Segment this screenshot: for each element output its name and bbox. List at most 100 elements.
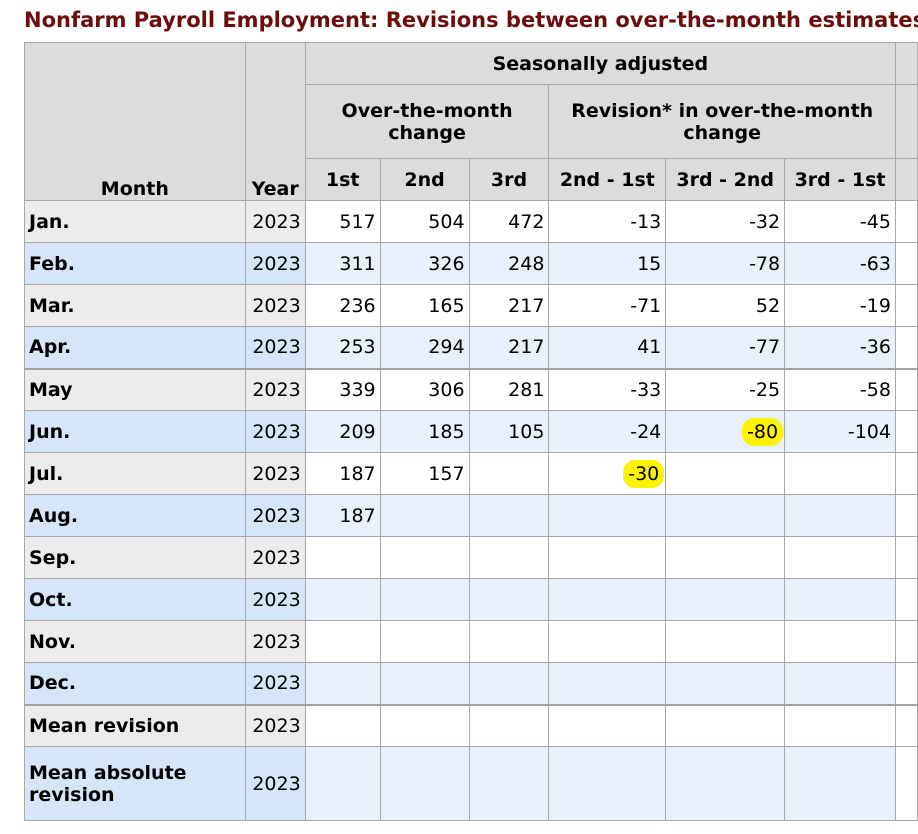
value-cell-rev32 [665,494,786,537]
table-row: Mar. 2023 236 165 217 -71 52 -19 [24,284,918,327]
revision-header: Revision* in over-the-month change [548,84,896,159]
col-3rd-1st-header: 3rd - 1st [784,158,896,201]
value-cell-first [304,746,381,821]
value-cell-third [468,703,550,747]
value-cell-rev21: -33 [548,367,667,411]
value-cell-first: 236 [304,284,381,327]
table-body: Jan. 2023 517 504 472 -13 -32 -45 Feb. 2023 311 326… [24,200,918,821]
edge-cell [894,158,918,201]
value-cell-third [468,494,550,537]
month-cell: Mean absolute revision [24,746,246,821]
value-cell-rev32: -78 [665,242,786,285]
value-cell-rev31 [784,746,896,821]
year-cell: 2023 [244,703,306,747]
value-cell-third: 217 [468,326,550,369]
edge-cell [894,284,918,327]
edge-cell [894,367,918,411]
year-cell: 2023 [244,200,306,243]
value-cell-third: 281 [468,367,550,411]
value-cell-rev21 [548,620,667,663]
value-cell-rev21: -71 [548,284,667,327]
value-cell-rev32: -77 [665,326,786,369]
year-cell: 2023 [244,494,306,537]
table-row: Apr. 2023 253 294 217 41 -77 -36 [24,326,918,369]
value-cell-rev31: -104 [784,410,896,453]
value-cell-first: 311 [304,242,381,285]
month-cell: Nov. [24,620,246,663]
edge-cell [894,620,918,663]
value-cell-first [304,703,381,747]
value-cell-rev32: -32 [665,200,786,243]
value-cell-rev21: -30 [548,452,667,495]
value-cell-rev21: 41 [548,326,667,369]
table-row: Mean revision 2023 [24,703,918,747]
col-3rd-header: 3rd [468,158,550,201]
value-cell-second [379,703,470,747]
edge-cell [894,703,918,747]
otm-change-header: Over-the-month change [304,84,550,159]
value-cell-third [468,662,550,705]
table-row: Jul. 2023 187 157 -30 [24,452,918,495]
value-cell-rev31: -19 [784,284,896,327]
edge-cell [894,84,918,159]
col-1st-header: 1st [304,158,381,201]
month-cell: Jul. [24,452,246,495]
value-cell-first [304,620,381,663]
seasonally-adjusted-header: Seasonally adjusted [304,42,896,85]
value-cell-second [379,494,470,537]
col-2nd-header: 2nd [379,158,470,201]
value-cell-rev32 [665,452,786,495]
edge-cell [894,326,918,369]
edge-cell [894,42,918,85]
value-cell-first: 339 [304,367,381,411]
value-cell-rev21 [548,536,667,579]
value-cell-third: 105 [468,410,550,453]
value-cell-third: 472 [468,200,550,243]
month-cell: Jun. [24,410,246,453]
year-cell: 2023 [244,284,306,327]
value-cell-third [468,452,550,495]
table-row: Feb. 2023 311 326 248 15 -78 -63 [24,242,918,285]
table-row: Nov. 2023 [24,620,918,663]
table-row: Sep. 2023 [24,536,918,579]
value-cell-third [468,620,550,663]
value-cell-first: 187 [304,494,381,537]
edge-cell [894,410,918,453]
value-cell-rev32: -25 [665,367,786,411]
table-row: Oct. 2023 [24,578,918,621]
value-cell-rev21: -24 [548,410,667,453]
value-cell-third [468,578,550,621]
year-cell: 2023 [244,410,306,453]
table-row: Jan. 2023 517 504 472 -13 -32 -45 [24,200,918,243]
highlighted-value: -30 [626,462,662,485]
value-cell-rev32 [665,703,786,747]
value-cell-second [379,662,470,705]
value-cell-rev21 [548,703,667,747]
month-header: Month [24,42,246,201]
year-cell: 2023 [244,452,306,495]
value-cell-rev21 [548,578,667,621]
month-cell: Dec. [24,662,246,705]
month-cell: Mar. [24,284,246,327]
value-cell-rev31 [784,536,896,579]
value-cell-first: 209 [304,410,381,453]
table-row: Jun. 2023 209 185 105 -24 -80 -104 [24,410,918,453]
value-cell-rev31 [784,452,896,495]
year-cell: 2023 [244,536,306,579]
page-title: Nonfarm Payroll Employment: Revisions be… [24,8,918,32]
value-cell-rev31: -58 [784,367,896,411]
edge-cell [894,452,918,495]
value-cell-rev31 [784,494,896,537]
value-cell-third [468,536,550,579]
value-cell-first: 517 [304,200,381,243]
table-row: Aug. 2023 187 [24,494,918,537]
value-cell-second: 294 [379,326,470,369]
value-cell-rev31 [784,578,896,621]
edge-cell [894,578,918,621]
value-cell-second [379,620,470,663]
year-cell: 2023 [244,326,306,369]
month-cell: Feb. [24,242,246,285]
month-cell: Mean revision [24,703,246,747]
value-cell-second: 165 [379,284,470,327]
edge-cell [894,746,918,821]
